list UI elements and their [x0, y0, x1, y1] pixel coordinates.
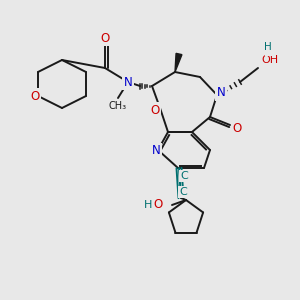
Text: H: H	[264, 42, 272, 52]
Text: N: N	[152, 145, 160, 158]
Text: H: H	[144, 200, 152, 210]
Text: C: C	[180, 171, 188, 181]
Text: C: C	[179, 187, 187, 197]
Text: O: O	[150, 103, 160, 116]
Text: CH₃: CH₃	[109, 101, 127, 111]
Text: O: O	[100, 32, 109, 44]
Text: N: N	[217, 86, 225, 100]
Text: O: O	[30, 89, 40, 103]
Text: O: O	[232, 122, 242, 136]
Text: O: O	[153, 199, 163, 212]
Polygon shape	[175, 53, 182, 72]
Text: N: N	[124, 76, 132, 88]
Text: OH: OH	[261, 55, 279, 65]
Text: H: H	[266, 45, 274, 55]
